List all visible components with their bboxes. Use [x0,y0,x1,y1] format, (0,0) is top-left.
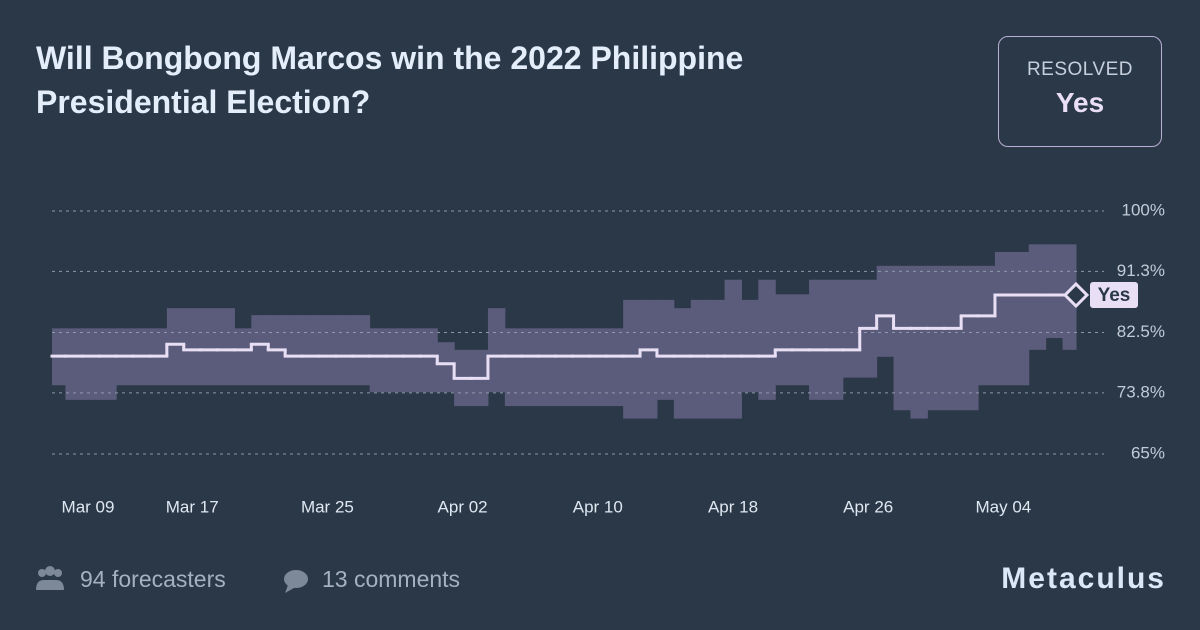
band-segment [437,342,455,393]
band-segment [555,328,573,407]
band-segment [82,328,100,400]
band-segment [961,265,979,411]
band-segment [572,328,590,407]
x-tick-label: May 04 [976,497,1032,516]
band-segment [758,279,776,400]
comments-count: 13 comments [322,566,461,592]
band-segment [978,265,996,386]
comment-icon [284,570,308,593]
y-tick-label: 91.3% [1117,261,1165,280]
y-tick-label: 82.5% [1117,322,1165,341]
band-segment [792,294,810,386]
x-tick-label: Apr 10 [573,497,623,516]
band-segment [724,279,742,419]
band-segment [640,299,658,419]
band-segment [99,328,117,400]
x-tick-label: Apr 26 [843,497,893,516]
band-segment [420,328,438,393]
band-segment [318,315,337,386]
resolution-value: Yes [1055,87,1105,118]
uncertainty-band [52,244,1077,419]
band-segment [487,308,506,393]
y-tick-label: 65% [1131,443,1165,462]
band-segment [809,279,827,400]
x-tick-label: Mar 09 [62,497,115,516]
band-segment [538,328,557,407]
band-segment [842,279,861,378]
band-segment [656,299,675,400]
band-segment [1028,244,1047,350]
band-segment [944,265,962,411]
band-segment [825,279,844,400]
x-tick-label: Apr 02 [438,497,488,516]
band-segment [335,315,354,386]
band-segment [369,328,388,393]
band-segment [606,328,624,407]
brand: Metaculus [1001,562,1166,595]
y-tick-label: 73.8% [1117,382,1165,401]
band-segment [707,299,726,419]
band-segment [504,328,523,407]
people-icon [36,566,64,590]
band-segment [234,328,252,386]
band-segment [183,308,202,386]
marker-label: Yes [1098,285,1131,306]
band-segment [690,299,709,419]
resolution-marker [1062,281,1090,309]
band-segment [1011,251,1030,386]
marker-label-box [1090,282,1138,309]
band-segment [927,265,945,411]
band-segment [65,328,83,400]
band-segment [623,299,641,419]
band-segment [910,265,928,419]
band-segment [166,308,185,386]
band-segment [994,251,1013,386]
band-segment [673,308,692,419]
band-segment [217,308,235,386]
band-segment [876,265,895,357]
band-segment [251,315,269,386]
band-segment [352,315,371,386]
band-segment [200,308,219,386]
resolution-box: RESOLVED Yes [998,36,1162,147]
x-tick-label: Mar 25 [301,497,354,516]
question-title: Will Bongbong Marcos win the 2022 Philip… [36,40,744,120]
band-segment [386,328,404,393]
band-segment [302,315,320,386]
band-segment [589,328,607,407]
band-segment [893,265,911,411]
x-tick-label: Apr 18 [708,497,758,516]
band-segment [521,328,540,407]
x-tick-label: Mar 17 [166,497,219,516]
band-segment [1045,244,1064,339]
resolution-label: RESOLVED [1026,59,1134,80]
band-segment [403,328,421,393]
band-segment [775,294,793,386]
band-segment [285,315,303,386]
forecasters-count: 94 forecasters [80,566,226,592]
band-segment [741,299,759,393]
median-line [50,293,1078,380]
y-tick-label: 100% [1122,200,1165,219]
